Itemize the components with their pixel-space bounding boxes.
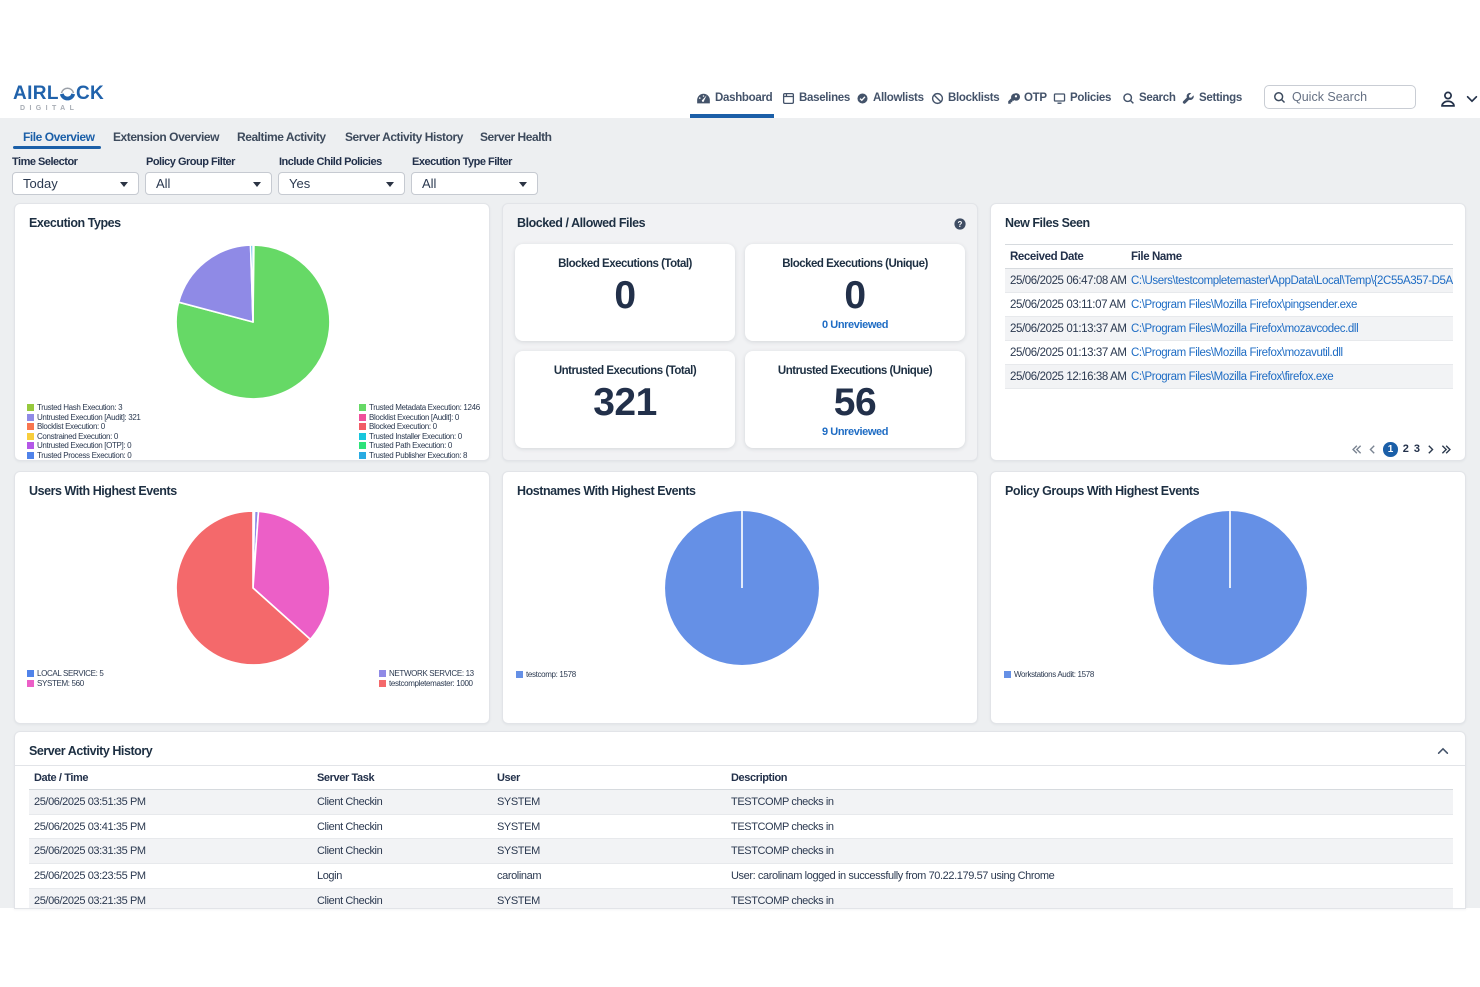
svg-text:?: ? [958,220,963,229]
